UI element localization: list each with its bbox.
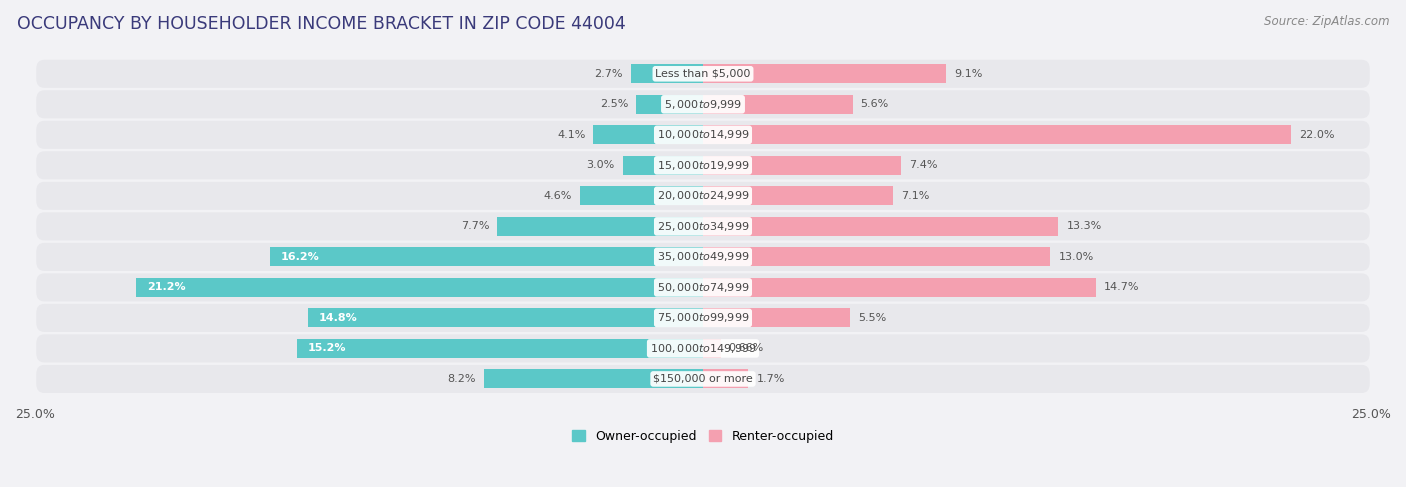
Text: 7.1%: 7.1% — [901, 191, 929, 201]
Bar — [703, 339, 721, 358]
Text: $150,000 or more: $150,000 or more — [654, 374, 752, 384]
Text: $75,000 to $99,999: $75,000 to $99,999 — [657, 311, 749, 324]
Bar — [703, 187, 893, 206]
Text: 8.2%: 8.2% — [447, 374, 475, 384]
FancyBboxPatch shape — [37, 243, 1369, 271]
Text: $10,000 to $14,999: $10,000 to $14,999 — [657, 128, 749, 141]
Bar — [631, 64, 703, 83]
Text: $5,000 to $9,999: $5,000 to $9,999 — [664, 98, 742, 111]
Bar — [703, 278, 1095, 297]
Text: 21.2%: 21.2% — [148, 282, 186, 292]
FancyBboxPatch shape — [37, 121, 1369, 149]
Text: 15.2%: 15.2% — [308, 343, 346, 354]
Text: 13.0%: 13.0% — [1059, 252, 1094, 262]
Text: 7.4%: 7.4% — [908, 160, 938, 170]
Bar — [270, 247, 703, 266]
Text: $35,000 to $49,999: $35,000 to $49,999 — [657, 250, 749, 263]
Bar — [703, 247, 1050, 266]
Bar — [636, 95, 703, 114]
Bar — [297, 339, 703, 358]
Text: $50,000 to $74,999: $50,000 to $74,999 — [657, 281, 749, 294]
Text: 22.0%: 22.0% — [1299, 130, 1334, 140]
Text: 16.2%: 16.2% — [281, 252, 319, 262]
Bar — [703, 64, 946, 83]
Bar — [703, 308, 851, 327]
Text: 4.1%: 4.1% — [557, 130, 585, 140]
Text: $25,000 to $34,999: $25,000 to $34,999 — [657, 220, 749, 233]
FancyBboxPatch shape — [37, 60, 1369, 88]
Text: 13.3%: 13.3% — [1066, 222, 1102, 231]
Text: Less than $5,000: Less than $5,000 — [655, 69, 751, 79]
Bar — [623, 156, 703, 175]
Bar — [498, 217, 703, 236]
Text: 4.6%: 4.6% — [544, 191, 572, 201]
Text: 0.66%: 0.66% — [728, 343, 763, 354]
Text: 1.7%: 1.7% — [756, 374, 785, 384]
Bar — [703, 217, 1059, 236]
Text: 7.7%: 7.7% — [461, 222, 489, 231]
Text: 5.6%: 5.6% — [860, 99, 889, 109]
FancyBboxPatch shape — [37, 212, 1369, 241]
Bar — [703, 95, 852, 114]
Text: $100,000 to $149,999: $100,000 to $149,999 — [650, 342, 756, 355]
Text: $15,000 to $19,999: $15,000 to $19,999 — [657, 159, 749, 172]
Text: 5.5%: 5.5% — [858, 313, 886, 323]
Text: $20,000 to $24,999: $20,000 to $24,999 — [657, 189, 749, 203]
FancyBboxPatch shape — [37, 365, 1369, 393]
Text: OCCUPANCY BY HOUSEHOLDER INCOME BRACKET IN ZIP CODE 44004: OCCUPANCY BY HOUSEHOLDER INCOME BRACKET … — [17, 15, 626, 33]
Text: 14.8%: 14.8% — [318, 313, 357, 323]
FancyBboxPatch shape — [37, 151, 1369, 179]
Bar — [703, 156, 901, 175]
Text: Source: ZipAtlas.com: Source: ZipAtlas.com — [1264, 15, 1389, 28]
Bar — [136, 278, 703, 297]
Bar — [484, 370, 703, 389]
Text: 3.0%: 3.0% — [586, 160, 614, 170]
Bar — [593, 125, 703, 144]
Text: 2.7%: 2.7% — [595, 69, 623, 79]
FancyBboxPatch shape — [37, 90, 1369, 118]
FancyBboxPatch shape — [37, 304, 1369, 332]
Legend: Owner-occupied, Renter-occupied: Owner-occupied, Renter-occupied — [568, 425, 838, 448]
Bar — [703, 125, 1291, 144]
Text: 9.1%: 9.1% — [955, 69, 983, 79]
Text: 2.5%: 2.5% — [600, 99, 628, 109]
Bar — [308, 308, 703, 327]
FancyBboxPatch shape — [37, 273, 1369, 301]
Text: 14.7%: 14.7% — [1104, 282, 1139, 292]
Bar — [581, 187, 703, 206]
FancyBboxPatch shape — [37, 335, 1369, 362]
FancyBboxPatch shape — [37, 182, 1369, 210]
Bar — [703, 370, 748, 389]
